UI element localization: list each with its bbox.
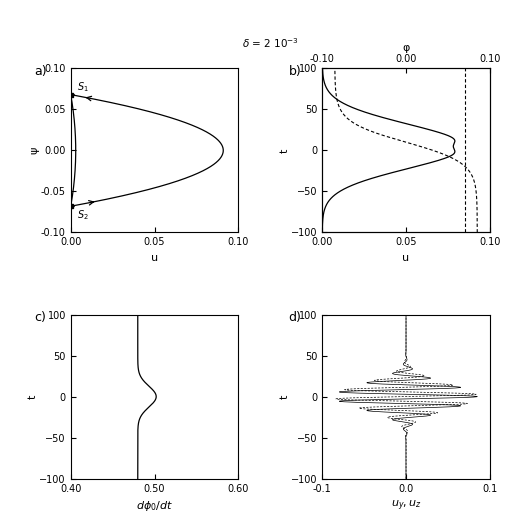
Text: $S_1$: $S_1$ — [77, 80, 89, 94]
Text: $S_2$: $S_2$ — [77, 209, 89, 222]
Text: d): d) — [289, 311, 301, 324]
X-axis label: u: u — [151, 253, 158, 263]
Y-axis label: ψ: ψ — [29, 147, 39, 154]
X-axis label: $d\phi_0/dt$: $d\phi_0/dt$ — [136, 499, 173, 513]
Y-axis label: t: t — [279, 148, 289, 153]
Text: c): c) — [34, 311, 45, 324]
Text: b): b) — [289, 65, 301, 78]
Text: a): a) — [34, 65, 46, 78]
Y-axis label: t: t — [279, 394, 289, 399]
Y-axis label: t: t — [28, 394, 38, 399]
X-axis label: u: u — [402, 253, 410, 263]
X-axis label: φ: φ — [402, 43, 410, 53]
Text: $\delta$ = 2 10$^{-3}$: $\delta$ = 2 10$^{-3}$ — [242, 36, 298, 50]
X-axis label: $u_y, u_z$: $u_y, u_z$ — [390, 499, 422, 513]
